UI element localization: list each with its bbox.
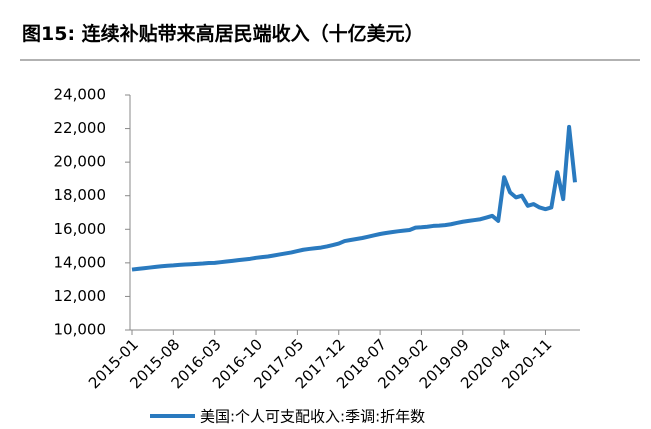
legend-label: 美国:个人可支配收入:季调:折年数 [200,408,425,426]
chart-title: 图15: 连续补贴带来高居民端收入（十亿美元） [22,22,424,45]
y-tick-label: 10,000 [54,321,107,339]
y-tick-label: 14,000 [54,253,107,271]
series-line [131,124,577,272]
y-tick-label: 20,000 [54,153,107,171]
y-tick-label: 18,000 [54,186,107,204]
y-tick-label: 24,000 [54,86,107,104]
y-tick-label: 16,000 [54,220,107,238]
y-tick-label: 12,000 [54,287,107,305]
y-tick-label: 22,000 [54,119,107,137]
